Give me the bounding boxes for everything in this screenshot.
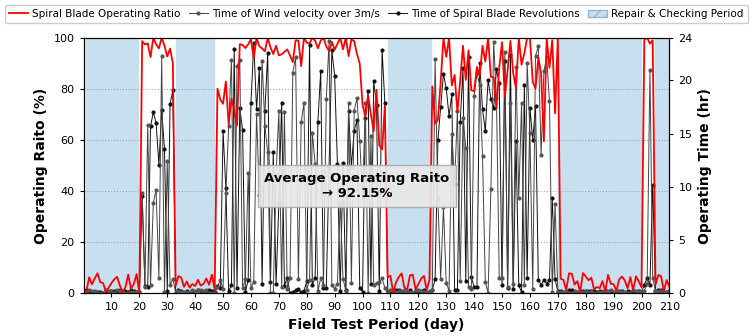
Time of Spiral Blade Revolutions [609,291,618,295]
Bar [558,38,642,293]
Y-axis label: Operating Raito (%): Operating Raito (%) [34,87,48,244]
Y-axis label: Operating Time (hr): Operating Time (hr) [698,87,712,244]
Line: Time of Wind velocity over 3m/s: Time of Wind velocity over 3m/s [85,40,671,295]
Spiral Blade Operating Ratio [135,291,144,295]
Spiral Blade Operating Ratio [210,288,219,292]
X-axis label: Field Test Period (day): Field Test Period (day) [288,318,465,332]
Bar [388,38,432,293]
Time of Wind velocity over 3m/s [325,39,334,43]
Time of Spiral Blade Revolutions [205,288,214,292]
Text: Average Operating Raito
→ 92.15%: Average Operating Raito → 92.15% [264,172,450,200]
Line: Time of Spiral Blade Revolutions: Time of Spiral Blade Revolutions [85,42,671,295]
Time of Wind velocity over 3m/s [82,290,91,294]
Spiral Blade Operating Ratio [149,36,158,40]
Time of Spiral Blade Revolutions [575,289,584,293]
Bar [87,38,139,293]
Time of Wind velocity over 3m/s [665,290,674,294]
Time of Wind velocity over 3m/s [110,291,119,295]
Spiral Blade Operating Ratio [364,94,373,98]
Time of Spiral Blade Revolutions [375,289,384,293]
Spiral Blade Operating Ratio [575,290,584,294]
Spiral Blade Operating Ratio [87,282,96,286]
Time of Spiral Blade Revolutions [87,290,96,294]
Time of Spiral Blade Revolutions [573,291,582,295]
Time of Wind velocity over 3m/s [207,291,216,295]
Time of Wind velocity over 3m/s [377,276,386,280]
Time of Spiral Blade Revolutions [665,289,674,293]
Bar [655,38,669,293]
Time of Wind velocity over 3m/s [87,289,96,293]
Time of Spiral Blade Revolutions [249,41,258,45]
Line: Spiral Blade Operating Ratio: Spiral Blade Operating Ratio [87,38,669,293]
Time of Wind velocity over 3m/s [364,291,373,295]
Spiral Blade Operating Ratio [665,285,674,289]
Time of Spiral Blade Revolutions [82,288,91,292]
Time of Wind velocity over 3m/s [609,290,618,294]
Bar [175,38,215,293]
Spiral Blade Operating Ratio [609,282,618,286]
Spiral Blade Operating Ratio [377,148,386,152]
Time of Spiral Blade Revolutions [361,116,370,120]
Spiral Blade Operating Ratio [82,290,91,294]
Time of Wind velocity over 3m/s [575,291,584,295]
Legend: Spiral Blade Operating Ratio, Time of Wind velocity over 3m/s, Time of Spiral Bl: Spiral Blade Operating Ratio, Time of Wi… [5,5,748,23]
